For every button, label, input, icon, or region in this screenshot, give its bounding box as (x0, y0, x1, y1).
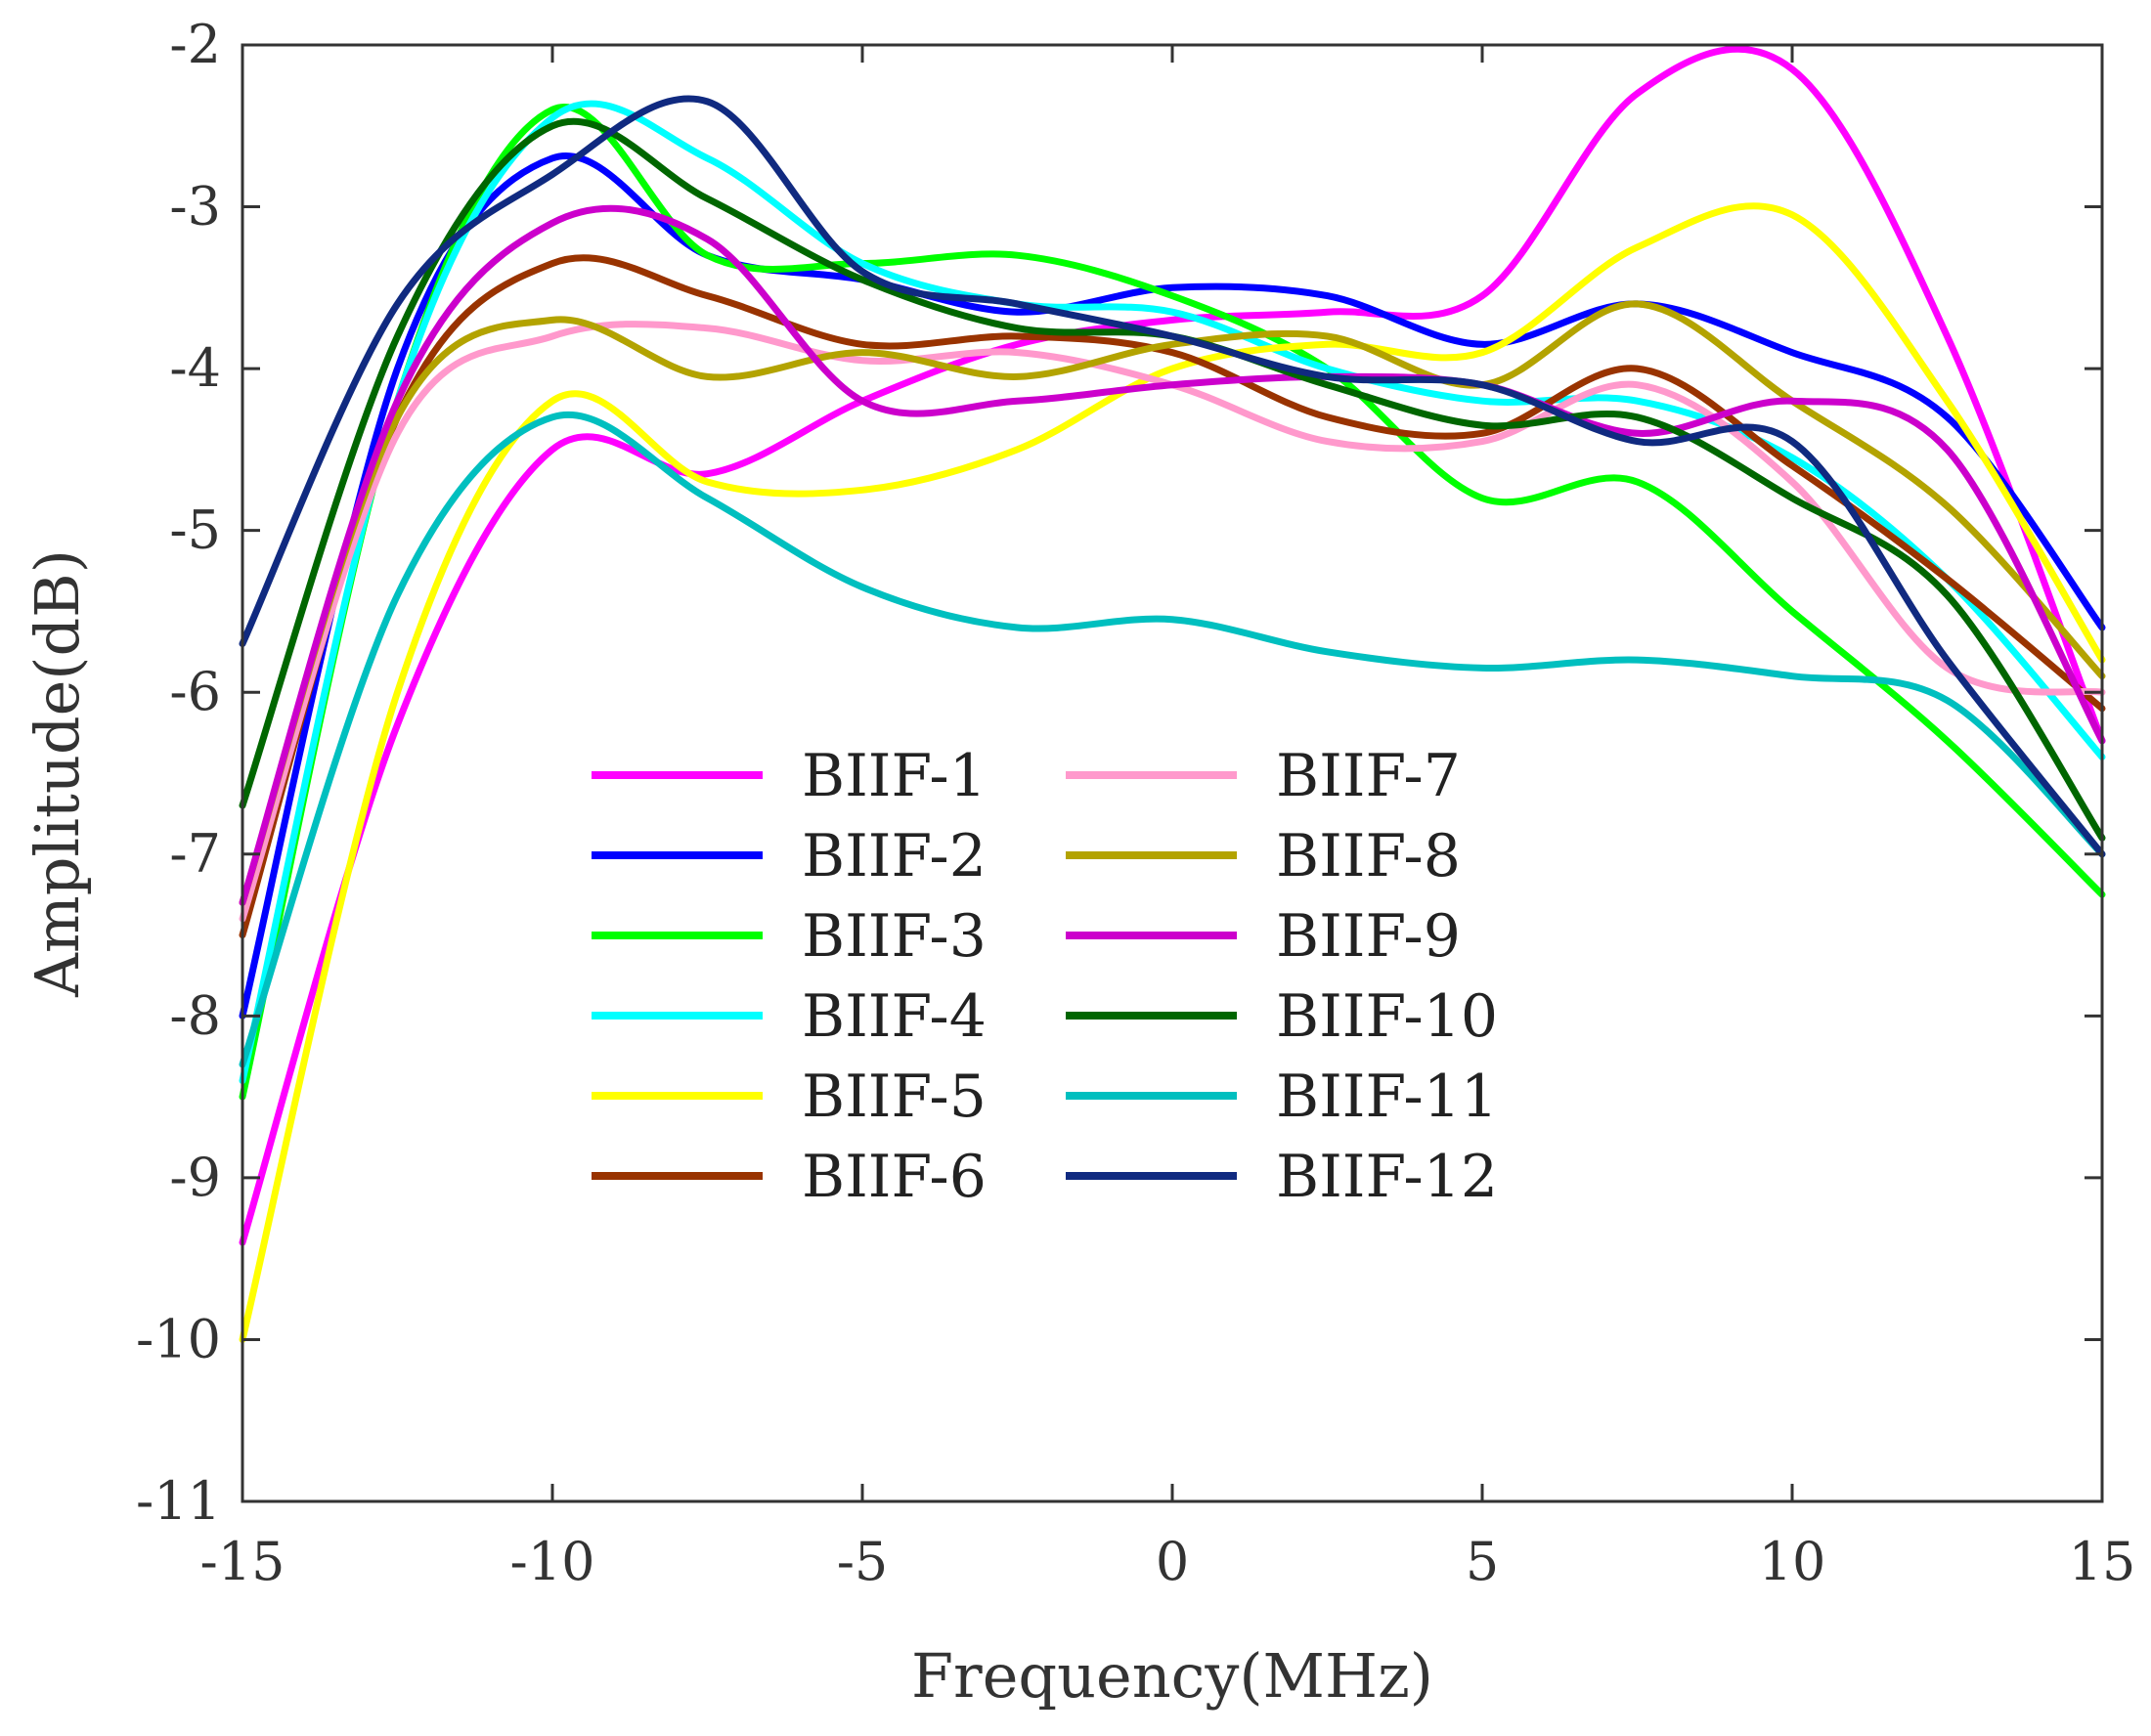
y-tick-label: -5 (169, 499, 221, 561)
y-tick-label: -6 (169, 661, 221, 722)
y-tick-label: -4 (169, 337, 221, 399)
series-line-biif-6 (239, 254, 2106, 939)
series-line-biif-9 (239, 204, 2106, 906)
y-tick-label: -7 (169, 823, 221, 885)
y-tick-label: -3 (169, 176, 221, 238)
legend-label-biif-7: BIIF-7 (1276, 742, 1461, 810)
legend: BIIF-1 BIIF-2 BIIF-3 BIIF-4 BIIF-5 BIIF-6 BIIF… (592, 742, 1498, 1211)
legend-label-biif-4: BIIF-4 (802, 982, 987, 1051)
series-line-biif-4 (239, 100, 2106, 1085)
series-line-biif-12 (239, 95, 2106, 858)
legend-label-biif-5: BIIF-5 (802, 1063, 987, 1131)
legend-label-biif-2: BIIF-2 (802, 822, 987, 890)
series-line-biif-7 (239, 321, 2106, 923)
x-tick-label: -5 (837, 1531, 889, 1592)
y-tick-label: -8 (169, 984, 221, 1046)
series-line-biif-5 (239, 202, 2106, 1343)
y-tick-label: -10 (136, 1308, 221, 1369)
x-tick-label: -10 (510, 1531, 595, 1592)
legend-label-biif-8: BIIF-8 (1276, 822, 1461, 890)
x-tick-label: 15 (2069, 1531, 2136, 1592)
y-tick-label: -11 (136, 1470, 221, 1532)
legend-label-biif-3: BIIF-3 (802, 902, 987, 971)
series-lines (239, 45, 2106, 1343)
x-tick-label: 10 (1759, 1531, 1826, 1592)
series-line-biif-10 (239, 117, 2106, 842)
axis-ticks: -15 -10 -5 0 5 10 15 -11 -10 -9 -8 -7 -6 -5 -4 -3 -2 (136, 14, 2135, 1592)
legend-label-biif-12: BIIF-12 (1276, 1143, 1498, 1211)
legend-label-biif-1: BIIF-1 (802, 742, 987, 810)
legend-label-biif-11: BIIF-11 (1276, 1063, 1498, 1131)
y-tick-label: -9 (169, 1147, 221, 1208)
series-line-biif-11 (239, 411, 2106, 1068)
legend-label-biif-9: BIIF-9 (1276, 902, 1461, 971)
legend-label-biif-10: BIIF-10 (1276, 982, 1498, 1051)
plot-frame (241, 43, 2104, 1503)
x-axis-label: Frequency(MHz) (911, 1640, 1433, 1712)
series-line-biif-1 (239, 45, 2106, 1246)
y-tick-label: -2 (169, 14, 221, 75)
y-axis-label: Amplitude(dB) (22, 549, 93, 998)
x-tick-label: 5 (1466, 1531, 1499, 1592)
x-tick-label: -15 (200, 1531, 285, 1592)
legend-label-biif-6: BIIF-6 (802, 1143, 987, 1211)
x-tick-label: 0 (1156, 1531, 1189, 1592)
